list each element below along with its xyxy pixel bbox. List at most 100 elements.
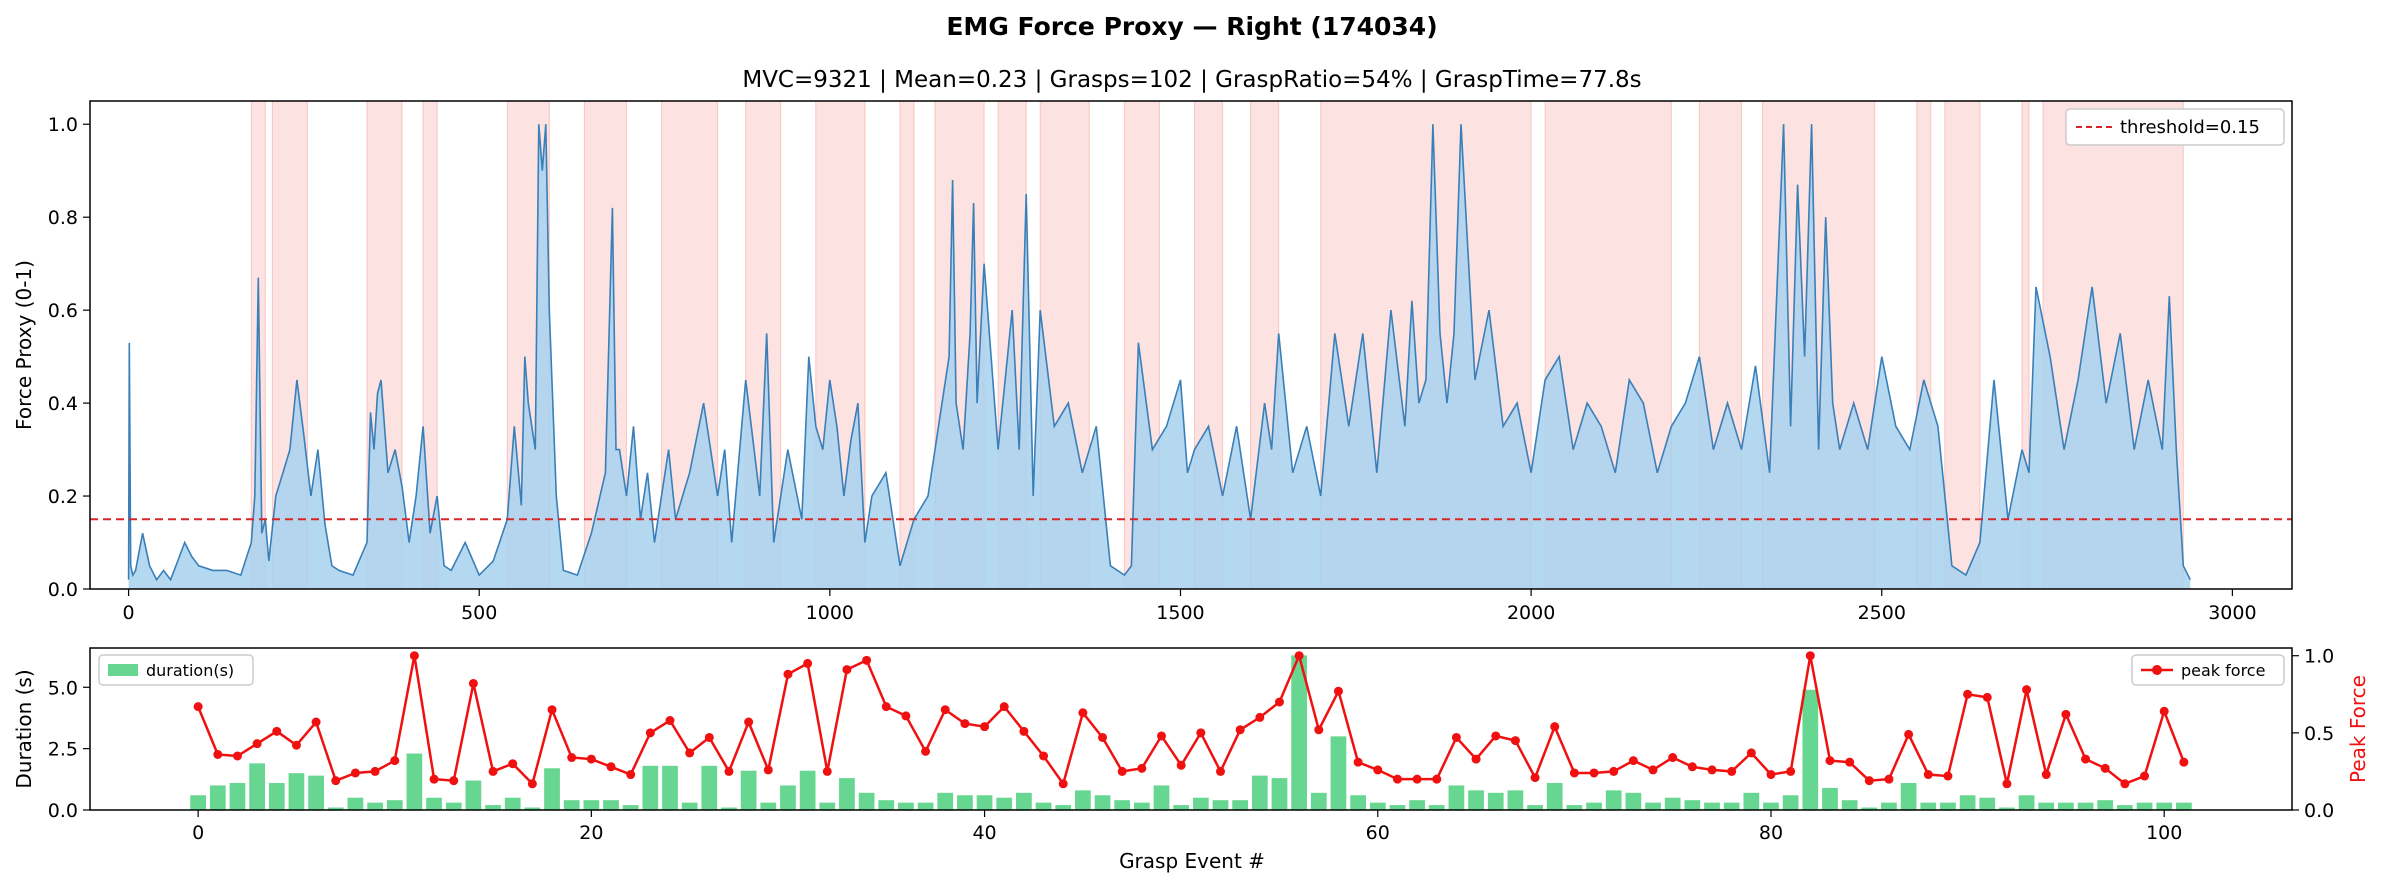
duration-bar-9: [367, 802, 383, 810]
peak-force-point-1: [213, 749, 223, 759]
duration-bar-84: [1841, 800, 1858, 810]
force-y-tick-label: 0.0: [48, 579, 78, 601]
peak-force-point-72: [1609, 766, 1619, 776]
peak-force-point-30: [783, 669, 793, 679]
peak-force-point-80: [1766, 770, 1776, 780]
duration-bar-69: [1546, 783, 1563, 810]
duration-y-label: Duration (s): [12, 669, 36, 788]
duration-bar-60: [1369, 802, 1386, 810]
duration-bar-56: [1291, 655, 1307, 810]
peak-force-point-51: [1196, 728, 1206, 738]
duration-bar-20: [583, 800, 600, 810]
peak-force-point-32: [822, 766, 832, 776]
duration-bar-79: [1743, 792, 1760, 810]
peak-legend-box: [2131, 654, 2285, 686]
duration-bar-83: [1822, 787, 1838, 810]
duration-bar-62: [1409, 800, 1425, 810]
duration-bar-34: [858, 792, 875, 810]
duration-bar-43: [1035, 802, 1052, 810]
duration-bar-31: [799, 770, 816, 810]
duration-legend: duration(s): [98, 654, 254, 686]
peak-force-point-97: [2100, 763, 2110, 773]
peak-force-point-52: [1215, 766, 1225, 776]
force-subtitle: MVC=9321 | Mean=0.23 | Grasps=102 | Gras…: [742, 67, 1641, 93]
duration-y-tick-label: 0.0: [48, 800, 78, 822]
duration-y-tick-label: 5.0: [48, 677, 78, 699]
duration-bar-27: [721, 807, 737, 810]
peak-force-point-43: [1039, 751, 1049, 761]
duration-bar-0: [190, 795, 206, 810]
peak-force-point-34: [862, 655, 872, 665]
peak-force-point-68: [1530, 773, 1540, 783]
peak-force-point-50: [1176, 760, 1186, 770]
force-x-tick-label: 3000: [2208, 602, 2256, 624]
peak-force-point-77: [1707, 765, 1717, 775]
duration-bar-40: [976, 795, 993, 810]
grasp-x-tick-label: 20: [579, 822, 603, 844]
grasp-x-tick-label: 40: [972, 822, 996, 844]
grasp-x-tick-label: 60: [1366, 822, 1390, 844]
duration-bar-86: [1881, 802, 1897, 810]
peak-force-point-23: [645, 728, 655, 738]
peak-force-point-18: [547, 705, 557, 715]
force-x-tick-label: 2500: [1858, 602, 1906, 624]
duration-bar-55: [1271, 778, 1288, 810]
peak-force-point-92: [2002, 779, 2012, 789]
peak-force-point-12: [429, 774, 439, 784]
peak-force-point-57: [1314, 725, 1324, 735]
peak-force-point-22: [626, 770, 636, 780]
force-x-axis: 0 500 1000 1500 2000 2500 3000: [123, 589, 2257, 624]
peak-force-point-33: [842, 665, 852, 675]
legend-duration-swatch: [108, 664, 138, 676]
peak-force-point-67: [1510, 736, 1520, 746]
grasp-plot-frame: [89, 647, 2293, 811]
duration-bar-77: [1704, 802, 1720, 810]
force-plot-frame: [89, 100, 2293, 590]
duration-bar-64: [1448, 785, 1465, 810]
peak-force-point-53: [1235, 725, 1245, 735]
peak-force-point-70: [1569, 768, 1579, 778]
peak-force-point-82: [1805, 651, 1815, 661]
duration-bar-13: [445, 802, 462, 810]
peak-force-line: [196, 651, 2186, 787]
duration-legend-box: [98, 654, 254, 686]
peak-force-point-10: [390, 756, 400, 766]
duration-bar-42: [1016, 792, 1032, 810]
peak-force-point-24: [665, 716, 675, 726]
peak-force-point-49: [1157, 731, 1167, 741]
peak-force-point-17: [527, 779, 537, 789]
duration-bar-57: [1310, 792, 1327, 810]
peak-force-point-84: [1845, 757, 1855, 767]
peak-force-point-61: [1392, 774, 1402, 784]
peak-force-point-19: [567, 753, 577, 763]
duration-bar-29: [760, 802, 777, 810]
peak-force-point-83: [1825, 756, 1835, 766]
force-y-tick-label: 0.6: [48, 300, 78, 322]
duration-bar-53: [1232, 800, 1249, 810]
force-legend: threshold=0.15: [2065, 108, 2285, 146]
duration-bar-90: [1959, 795, 1976, 810]
peak-force-point-87: [1904, 729, 1914, 739]
legend-peak-marker: [2152, 665, 2162, 675]
peak-force-point-90: [1963, 689, 1973, 699]
figure-title: EMG Force Proxy — Right (174034): [946, 12, 1437, 41]
peak-force-point-13: [449, 776, 459, 786]
peak-force-point-38: [940, 705, 950, 715]
duration-bar-59: [1350, 795, 1366, 810]
peak-force-point-74: [1648, 765, 1658, 775]
duration-bar-81: [1782, 795, 1799, 810]
duration-bar-82: [1802, 689, 1819, 810]
peak-force-y-label: Peak Force: [2346, 675, 2370, 783]
duration-bar-73: [1625, 792, 1642, 810]
duration-bar-99: [2136, 802, 2153, 810]
duration-bar-5: [288, 773, 305, 810]
peak-force-point-88: [1923, 770, 1933, 780]
peak-legend: peak force: [2131, 654, 2285, 686]
duration-bar-26: [701, 765, 718, 810]
peak-force-point-99: [2140, 771, 2150, 781]
duration-bar-71: [1586, 802, 1602, 810]
peak-force-point-94: [2041, 770, 2051, 780]
duration-bar-91: [1979, 797, 1996, 810]
peak-force-point-4: [272, 726, 282, 736]
duration-bar-95: [2058, 802, 2074, 810]
